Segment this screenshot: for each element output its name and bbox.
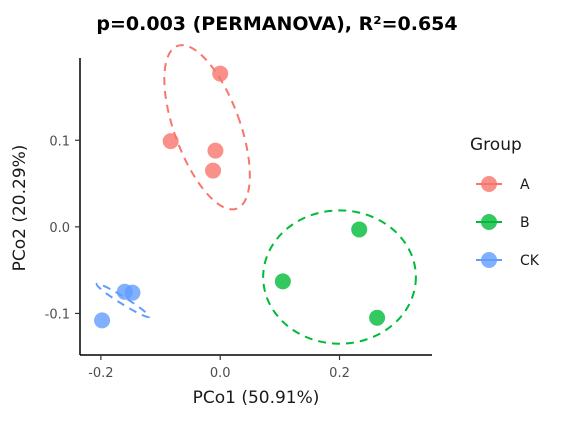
point-ck bbox=[94, 312, 111, 329]
y-axis-ticks: -0.1 0.0 0.1 bbox=[45, 134, 80, 322]
legend-label-b: B bbox=[520, 215, 530, 231]
point-a bbox=[207, 142, 224, 159]
y-tick-label: 0.1 bbox=[49, 134, 70, 149]
x-axis-ticks: -0.2 0.0 0.2 bbox=[88, 355, 350, 381]
y-tick-label: 0.0 bbox=[49, 221, 70, 236]
x-tick-label: -0.2 bbox=[88, 366, 113, 381]
point-b bbox=[369, 309, 386, 326]
legend-item-ck: CK bbox=[476, 252, 540, 269]
legend-item-b: B bbox=[476, 214, 530, 231]
legend-label-ck: CK bbox=[520, 253, 540, 269]
legend-key-b bbox=[481, 214, 497, 230]
x-tick-label: 0.0 bbox=[210, 366, 231, 381]
ellipse-ck bbox=[95, 282, 151, 319]
legend-key-ck bbox=[481, 252, 497, 268]
legend-title: Group bbox=[470, 135, 522, 155]
point-b bbox=[351, 221, 368, 238]
legend-label-a: A bbox=[520, 177, 530, 193]
legend: A B CK bbox=[476, 176, 540, 269]
legend-item-a: A bbox=[476, 176, 530, 193]
y-axis-title: PCo2 (20.29%) bbox=[10, 145, 30, 272]
x-tick-label: 0.2 bbox=[329, 366, 350, 381]
point-a bbox=[162, 133, 179, 150]
x-axis-title: PCo1 (50.91%) bbox=[193, 388, 320, 408]
chart-title: p=0.003 (PERMANOVA), R²=0.654 bbox=[96, 13, 457, 35]
ellipse-b bbox=[262, 209, 417, 345]
point-a bbox=[212, 65, 229, 82]
ellipse-a bbox=[163, 44, 251, 211]
legend-key-a bbox=[481, 176, 497, 192]
point-ck bbox=[124, 284, 141, 301]
point-b bbox=[274, 273, 291, 290]
y-tick-label: -0.1 bbox=[45, 307, 70, 322]
point-a bbox=[205, 162, 222, 179]
plot-area bbox=[94, 44, 417, 345]
